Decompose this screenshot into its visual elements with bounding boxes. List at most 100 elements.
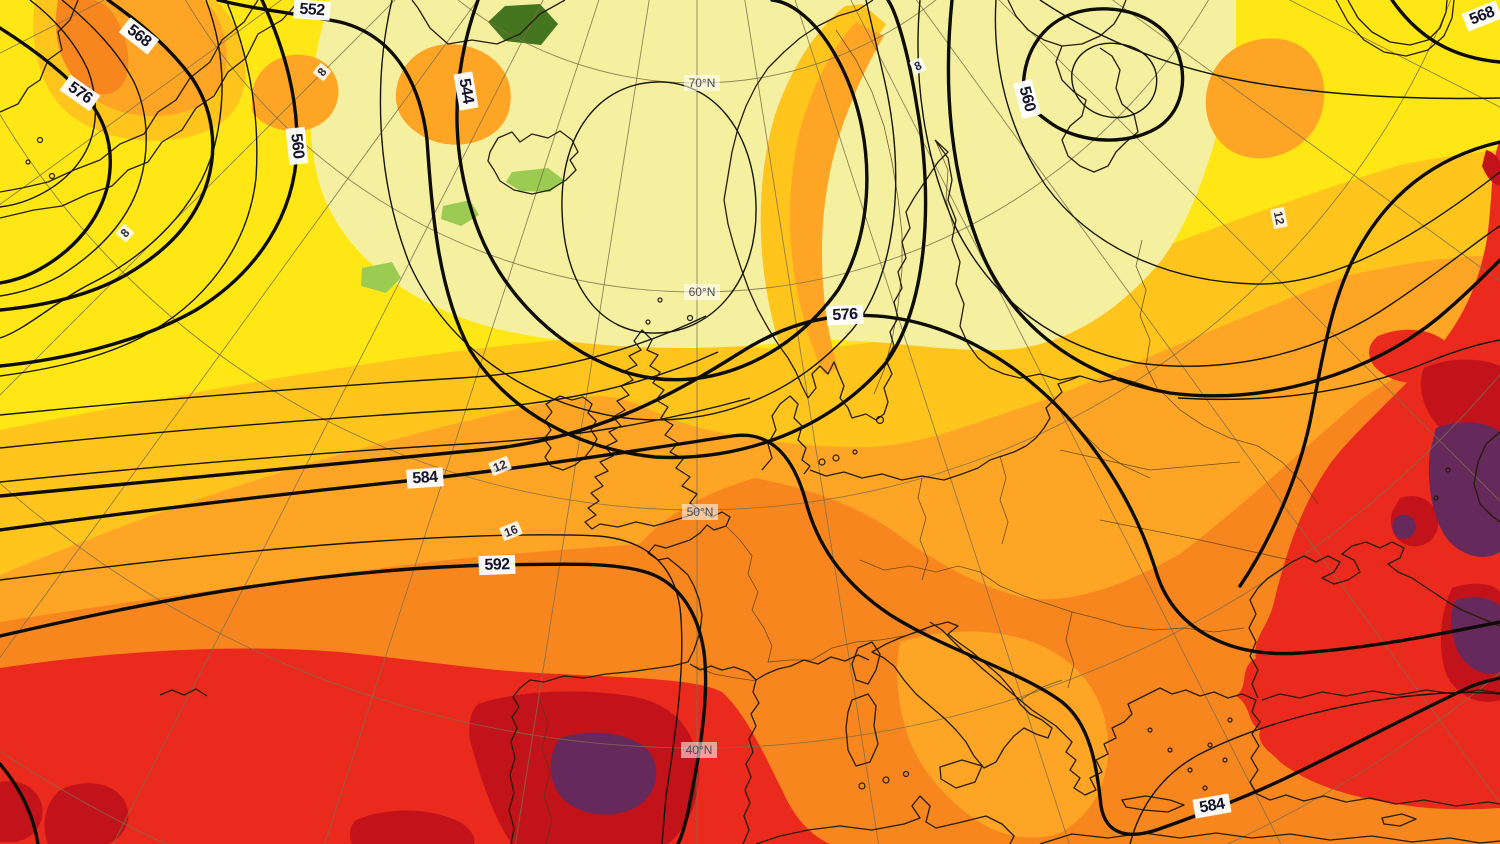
island-outline <box>1227 717 1233 723</box>
height-contour-thin <box>0 0 258 377</box>
height-contour-thick <box>1238 140 1500 588</box>
meridian-line <box>850 0 1282 844</box>
coastline <box>159 688 208 697</box>
coastline <box>809 375 1081 481</box>
coastline <box>851 641 881 685</box>
island-outline <box>832 454 840 462</box>
island-outline <box>686 314 694 322</box>
height-contour-label: 584 <box>1192 793 1232 819</box>
height-contour-thick <box>216 0 928 460</box>
latitude-label: 70°N <box>684 75 720 91</box>
height-contour-thin <box>0 397 751 483</box>
height-contour-thin <box>0 0 147 297</box>
island-outline <box>1187 767 1193 773</box>
island-outline <box>645 319 651 325</box>
coastline <box>871 621 1053 769</box>
fill-purple-e1 <box>1428 422 1500 557</box>
svg-text:16: 16 <box>502 522 520 540</box>
meridian-line <box>998 0 1500 502</box>
coastline <box>1347 0 1448 46</box>
meridian-line <box>112 0 544 844</box>
height-contour-thick <box>1390 0 1500 64</box>
fill-green-iceland <box>506 168 564 192</box>
fill-purple-spain <box>550 732 657 815</box>
height-contour-label: 560 <box>1013 79 1041 119</box>
island-outline <box>1222 757 1228 763</box>
coastline <box>1007 0 1127 47</box>
coastline <box>689 663 760 844</box>
height-contour-thin <box>994 0 1500 285</box>
island-outline <box>1207 742 1213 748</box>
country-border <box>835 29 903 395</box>
height-contour-thin <box>1177 339 1500 401</box>
fill-purple-e3 <box>1392 514 1416 539</box>
coastline <box>939 759 983 789</box>
height-contour-label: 576 <box>826 304 864 326</box>
coastline <box>755 795 1015 844</box>
country-border <box>1059 449 1241 471</box>
height-contour-thick <box>946 0 1500 398</box>
coastline <box>1335 0 1455 57</box>
country-border <box>1079 429 1151 479</box>
island-outline <box>657 297 663 303</box>
temperature-label: 8 <box>909 57 927 75</box>
height-contour-thin <box>1039 0 1500 100</box>
fill-italy-lorange <box>897 631 1109 838</box>
fill-dark-red-atl1 <box>44 783 129 844</box>
country-border <box>539 699 553 844</box>
height-contour-thin <box>917 0 1500 367</box>
country-border <box>859 559 981 573</box>
height-contour-thick <box>0 313 1500 656</box>
svg-text:12: 12 <box>491 457 509 475</box>
meridian-line <box>324 0 600 844</box>
svg-text:560: 560 <box>1016 85 1039 114</box>
coastline <box>807 139 949 421</box>
height-contour-thick <box>0 0 299 368</box>
svg-text:584: 584 <box>412 469 439 488</box>
island-outline <box>875 415 885 425</box>
island-outline <box>902 770 910 778</box>
coastline <box>411 0 566 45</box>
svg-text:544: 544 <box>455 77 476 105</box>
height-contour-label: 568 <box>119 17 159 55</box>
island-outline <box>48 172 56 180</box>
coastline <box>0 0 259 193</box>
island-outline <box>858 782 866 790</box>
country-border <box>917 477 929 581</box>
island-outline <box>1445 467 1451 473</box>
meridian-line <box>0 0 479 659</box>
country-border <box>999 455 1009 545</box>
height-contour-thin <box>561 81 757 334</box>
svg-text:60°N: 60°N <box>689 285 716 299</box>
fill-pale-ne <box>1032 9 1179 131</box>
coastline <box>1473 431 1500 523</box>
height-contour-thin <box>0 315 707 416</box>
coastline <box>1248 541 1500 699</box>
height-contour-thick <box>0 26 112 285</box>
island-outline <box>1202 785 1208 791</box>
height-contour-thick <box>455 0 869 382</box>
latitude-label: 40°N <box>681 742 717 758</box>
country-border <box>725 525 812 663</box>
temperature-label: 8 <box>312 62 332 82</box>
island-outline <box>25 159 31 165</box>
height-contour-thin <box>1071 42 1158 119</box>
height-contour-thick <box>0 433 1500 836</box>
coastline <box>1381 813 1417 827</box>
island-outline <box>818 458 826 466</box>
coastline <box>755 654 870 681</box>
temperature-label: 12 <box>488 456 512 476</box>
height-contour-label: 552 <box>293 0 331 21</box>
svg-text:50°N: 50°N <box>687 505 714 519</box>
height-contour-label: 560 <box>285 126 309 166</box>
coastline <box>0 0 301 219</box>
fill-sorange-tl-core <box>55 0 129 95</box>
fill-purple-e2 <box>1450 597 1500 674</box>
height-contour-label: 544 <box>453 71 479 111</box>
temperature-label: 16 <box>499 521 523 541</box>
